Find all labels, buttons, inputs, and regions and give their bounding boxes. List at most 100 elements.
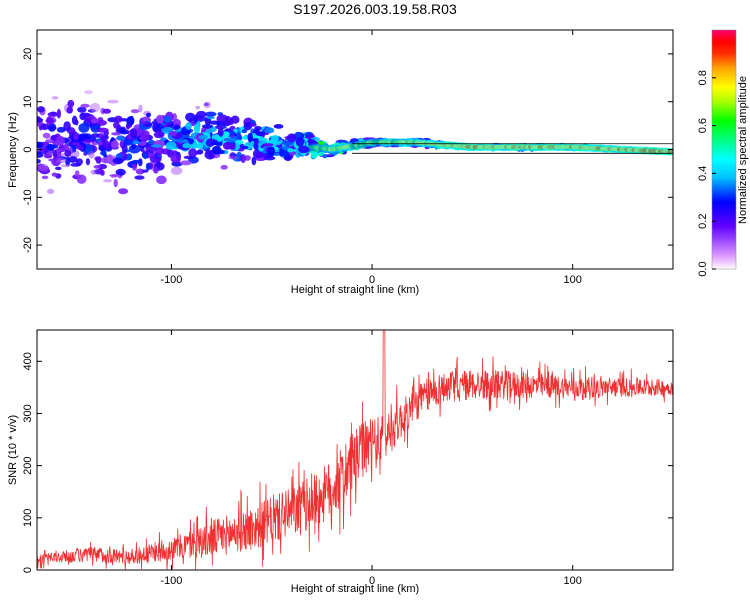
spectrogram-cell [150,144,163,148]
spectrogram-cell [214,149,226,155]
snr-ytick-label: 200 [22,456,34,474]
spectrogram-cell [286,133,297,143]
spectrogram-cell [160,127,173,133]
spectrogram-cell [185,122,192,130]
spectrogram-cell [255,131,266,137]
spectrogram-cell [76,144,84,151]
spectrogram-cell [64,149,72,157]
spectrogram-cell [169,130,178,137]
spectrogram-cell [295,137,305,147]
colorbar: 0.0 0.2 0.4 0.6 0.8 Normalized spectral ampl… [697,29,749,277]
spectrogram-cell [40,123,50,131]
spectrogram-cell [201,124,214,129]
spectrogram-cell [216,114,229,123]
colorbar-tick-label: 0.2 [697,214,709,229]
spectrogram-ridge [308,138,673,156]
spectrogram-cell [170,154,181,163]
spectrogram-cell [260,144,265,149]
spectrogram-cell [156,175,167,185]
spectrogram-cell [112,157,124,164]
colorbar-tick-label: 0.8 [697,70,709,85]
spectrogram-cell [96,119,107,126]
spectrogram-cell [198,135,208,140]
spectrogram-cell [109,174,121,177]
spectrogram-cell [113,121,120,129]
spectrogram-cell [177,144,183,150]
spectrogram-cell [142,169,149,173]
spectrogram-cell [153,166,159,174]
spectrogram-cell [182,143,192,149]
spectrogram-ytick-label: 20 [22,48,34,60]
snr-xtick-label: -100 [160,575,182,587]
spectrogram-cell [52,149,58,158]
snr-xtick-label: 100 [564,575,582,587]
spectrogram-cell [41,175,49,180]
spectrogram-cell [129,127,138,138]
spectrogram-cell [130,109,140,114]
spectrogram-cell [206,116,215,120]
spectrogram-cell [195,151,202,155]
spectrogram-cell [196,110,207,119]
spectrogram-cell [274,124,284,129]
spectrogram-cell [37,151,44,158]
spectrogram-cell [37,106,45,113]
spectrogram-cell [170,166,183,175]
spectrogram-cell [37,117,44,123]
spectrogram-cell [37,141,44,149]
spectrogram-cell [93,165,102,169]
spectrogram-cell [90,133,101,138]
spectrogram-cell [222,142,232,150]
spectrogram-cell [107,99,119,104]
spectrogram-cell [85,158,90,166]
spectrogram-cell [97,140,104,146]
spectrogram-cell [56,157,67,164]
spectrogram-cell [80,112,91,118]
spectrogram-cell [179,160,192,166]
spectrogram-cell [241,129,248,134]
spectrogram-cell [262,143,274,147]
spectrogram-cell [123,139,133,146]
spectrogram-cell [255,151,264,158]
colorbar-ticks: 0.0 0.2 0.4 0.6 0.8 [697,70,716,277]
spectrogram-cell [145,162,151,171]
spectrogram-cell [134,175,145,180]
snr-axes: -100 0 100 0 100 200 300 400 [22,330,673,587]
spectrogram-cell [203,101,211,109]
spectrogram-cell [132,163,137,171]
spectrogram-cell [56,126,66,133]
spectrogram-cell [115,168,126,176]
spectrogram-cell [46,144,59,149]
spectrogram-cell [282,150,290,158]
spectrogram-cell [140,130,150,140]
spectrogram-cell [60,164,71,168]
spectrogram-cell [94,156,102,162]
spectrogram-cell [208,153,215,159]
spectrogram-cell [156,114,164,124]
spectrogram-cell [100,150,107,156]
spectrogram-cell [193,123,201,134]
spectrogram-cell [173,119,182,127]
spectrogram-cell [152,122,159,133]
spectrogram-cell [100,135,104,141]
spectrogram-cell [88,150,95,159]
spectrogram-cell [37,163,49,172]
colorbar-tick-label: 0.4 [697,166,709,181]
spectrogram-cell [71,115,78,125]
spectrogram-cell [91,118,99,123]
spectrogram-ytick-label: 10 [22,96,34,108]
spectrogram-cell [235,142,241,150]
spectrogram-cell [205,138,216,147]
spectrogram-cell [103,179,113,183]
spectrogram-cell [183,155,195,160]
spectrogram-cell [102,108,112,114]
spectrogram-cell [201,127,207,133]
spectrogram-cell [167,149,174,158]
spectrogram-cell [287,148,294,153]
spectrogram-cell [51,96,59,100]
spectrogram-cell [220,164,228,170]
spectrogram-cell [120,126,126,132]
spectrogram-ytick-label: -10 [22,189,34,205]
spectrogram-cell [104,140,110,149]
spectrogram-ytick-label: -20 [22,237,34,253]
